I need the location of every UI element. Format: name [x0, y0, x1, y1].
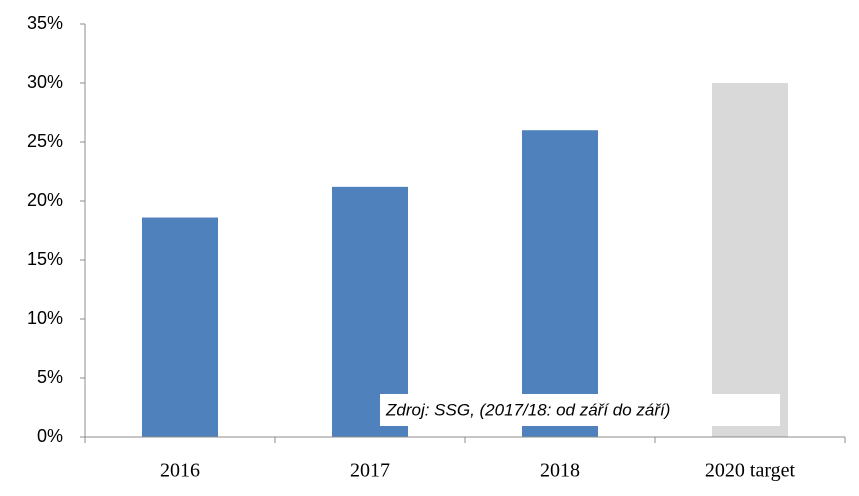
x-tick-label: 2018 — [540, 460, 580, 482]
y-tick-label: 35% — [27, 13, 63, 33]
x-tick-label: 2016 — [160, 460, 200, 482]
bar — [142, 217, 218, 437]
annotation: Zdroj: SSG, (2017/18: od září do září) — [385, 400, 670, 419]
x-tick-label: 2020 target — [705, 460, 796, 482]
y-tick-label: 25% — [27, 131, 63, 151]
y-tick-label: 20% — [27, 190, 63, 210]
bar — [712, 83, 788, 437]
y-tick-label: 30% — [27, 72, 63, 92]
y-tick-label: 10% — [27, 308, 63, 328]
x-tick-label: 2017 — [350, 460, 390, 482]
y-tick-label: 0% — [37, 426, 63, 446]
y-tick-label: 5% — [37, 367, 63, 387]
y-tick-label: 15% — [27, 249, 63, 269]
annotation-box — [380, 394, 780, 426]
bar — [522, 130, 598, 437]
